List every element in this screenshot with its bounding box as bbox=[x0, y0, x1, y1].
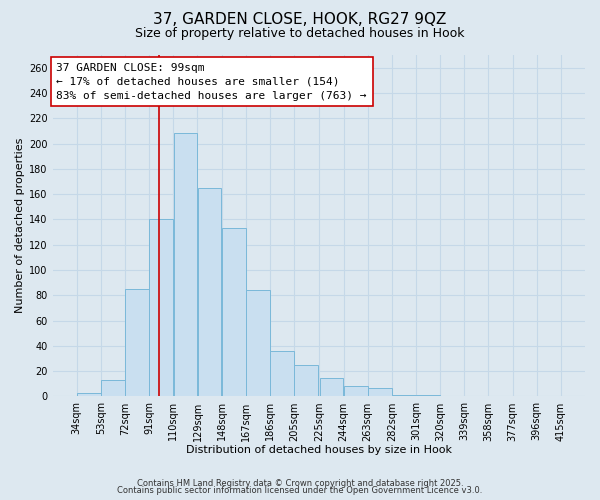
Text: Size of property relative to detached houses in Hook: Size of property relative to detached ho… bbox=[135, 28, 465, 40]
Bar bbox=[344, 386, 368, 396]
Bar bbox=[416, 395, 440, 396]
Bar bbox=[270, 351, 294, 397]
X-axis label: Distribution of detached houses by size in Hook: Distribution of detached houses by size … bbox=[186, 445, 452, 455]
Bar bbox=[197, 188, 221, 396]
Bar bbox=[222, 228, 245, 396]
Bar bbox=[149, 220, 173, 396]
Text: 37 GARDEN CLOSE: 99sqm
← 17% of detached houses are smaller (154)
83% of semi-de: 37 GARDEN CLOSE: 99sqm ← 17% of detached… bbox=[56, 62, 367, 100]
Bar bbox=[368, 388, 392, 396]
Bar bbox=[320, 378, 343, 396]
Bar bbox=[173, 134, 197, 396]
Text: Contains public sector information licensed under the Open Government Licence v3: Contains public sector information licen… bbox=[118, 486, 482, 495]
Bar bbox=[101, 380, 125, 396]
Y-axis label: Number of detached properties: Number of detached properties bbox=[15, 138, 25, 314]
Bar bbox=[294, 365, 318, 396]
Bar bbox=[77, 392, 101, 396]
Bar bbox=[125, 289, 149, 397]
Text: 37, GARDEN CLOSE, HOOK, RG27 9QZ: 37, GARDEN CLOSE, HOOK, RG27 9QZ bbox=[154, 12, 446, 28]
Text: Contains HM Land Registry data © Crown copyright and database right 2025.: Contains HM Land Registry data © Crown c… bbox=[137, 478, 463, 488]
Bar bbox=[392, 395, 416, 396]
Bar bbox=[246, 290, 270, 397]
